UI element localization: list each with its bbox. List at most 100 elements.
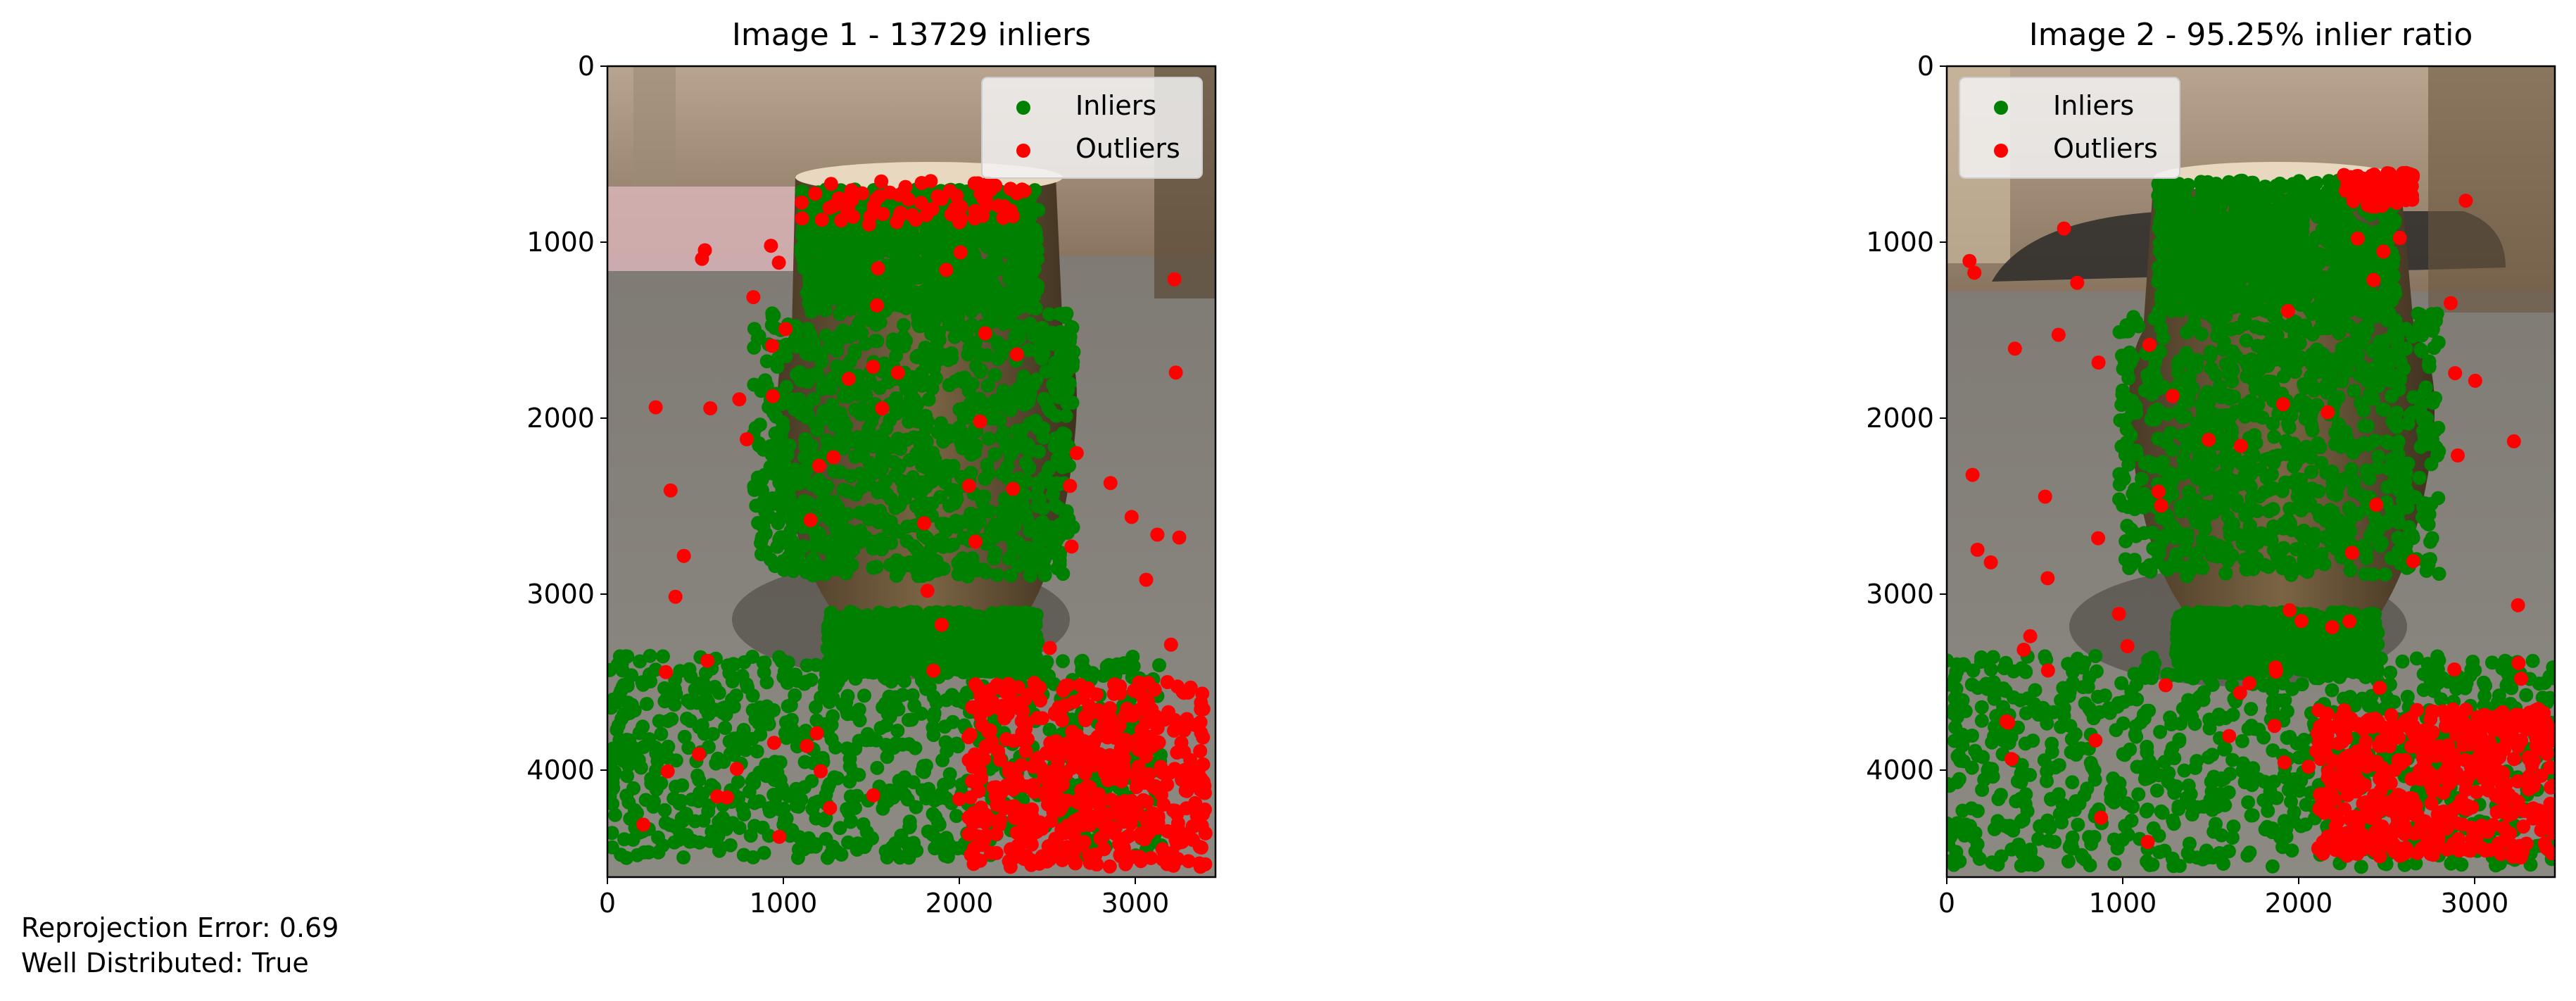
inliers-point [843, 237, 858, 251]
inliers-point [863, 313, 878, 327]
inliers-point [763, 460, 778, 474]
inliers-point [845, 619, 860, 634]
inliers-point [1021, 541, 1035, 555]
inliers-point [826, 554, 840, 568]
inliers-point [1033, 337, 1048, 352]
outliers-point [1161, 705, 1176, 719]
inliers-point [1014, 652, 1028, 667]
outliers-point [1177, 723, 1192, 738]
inliers-point [747, 819, 762, 833]
inliers-point [899, 534, 914, 548]
inliers-point [764, 553, 778, 567]
inliers-point [1006, 495, 1021, 510]
inliers-point [854, 534, 869, 548]
inliers-point [1052, 307, 1067, 321]
inliers-point [890, 253, 904, 267]
inliers-point [873, 480, 888, 495]
inliers-point [852, 703, 866, 717]
outliers-point [663, 483, 678, 498]
inliers-point [999, 227, 1014, 241]
inliers-point [1016, 370, 1031, 384]
outliers-point [719, 790, 734, 805]
inliers-point [757, 845, 771, 860]
outliers-point [925, 202, 940, 216]
outliers-point [866, 360, 880, 374]
inliers-point [840, 507, 855, 522]
inliers-point [887, 741, 902, 755]
inliers-point [1042, 722, 1057, 737]
inliers-point [1015, 298, 1030, 313]
inliers-point [852, 505, 867, 520]
outliers-point [1003, 860, 1018, 874]
inliers-point [756, 442, 771, 457]
outliers-point [1067, 695, 1082, 709]
inliers-point [1125, 650, 1140, 664]
inliers-point [932, 459, 947, 474]
x-tick-label: 1000 [750, 888, 818, 919]
inliers-point [1052, 553, 1067, 568]
inliers-point [818, 567, 833, 581]
inliers-point [759, 769, 774, 783]
outliers-point [991, 199, 1006, 213]
outliers-point [814, 764, 828, 779]
inliers-point [826, 257, 840, 272]
inliers-point [907, 624, 921, 639]
inliers-point [847, 283, 861, 298]
inliers-point [901, 656, 916, 671]
outliers-point [1059, 679, 1073, 693]
inliers-point [1011, 471, 1026, 486]
outliers-point [1040, 848, 1054, 862]
outliers-point [961, 479, 976, 493]
outliers-point [965, 774, 979, 788]
inliers-point [698, 666, 713, 681]
inliers-point [900, 558, 915, 572]
inliers-point [807, 795, 822, 810]
inliers-point [921, 414, 935, 429]
inliers-point [833, 465, 848, 479]
inliers-point [817, 813, 832, 828]
inliers-point [823, 382, 838, 396]
outliers-point [808, 187, 823, 201]
inliers-point [914, 444, 928, 458]
inliers-point [872, 381, 887, 395]
inliers-point [643, 648, 657, 663]
inliers-point [776, 562, 791, 577]
inliers-point [1037, 548, 1052, 563]
inliers-point [1030, 499, 1044, 513]
outliers-point [1014, 714, 1029, 729]
inliers-point [620, 649, 635, 664]
inliers-point [981, 466, 996, 481]
inliers-point [667, 791, 681, 806]
outliers-point [1107, 677, 1122, 692]
inliers-point [789, 367, 804, 382]
outliers-point [772, 829, 787, 844]
inliers-point [717, 700, 732, 715]
inliers-point [823, 512, 838, 527]
inliers-point [897, 634, 911, 649]
outliers-point [1137, 775, 1152, 790]
inliers-point [776, 421, 790, 436]
inliers-point [939, 791, 954, 806]
inliers-point [990, 351, 1005, 366]
inliers-point [840, 360, 854, 374]
inliers-point [2378, 284, 2392, 298]
outliers-point [1006, 481, 1021, 496]
inliers-point [910, 396, 925, 411]
outliers-point [1024, 837, 1039, 852]
outliers-point [823, 177, 838, 191]
inliers-point [831, 230, 845, 245]
outliers-point [1001, 676, 1016, 691]
inliers-point [765, 491, 780, 505]
inliers-point [620, 676, 635, 691]
inliers-point [621, 795, 636, 810]
inliers-point [985, 396, 1000, 411]
inliers-point [804, 439, 819, 453]
outliers-point [1050, 847, 1065, 862]
inliers-point [831, 771, 845, 786]
inliers-point [809, 837, 823, 852]
inliers-point [937, 537, 952, 552]
inliers-point [864, 612, 878, 627]
inliers-point [955, 551, 970, 566]
inliers-point [825, 288, 840, 303]
